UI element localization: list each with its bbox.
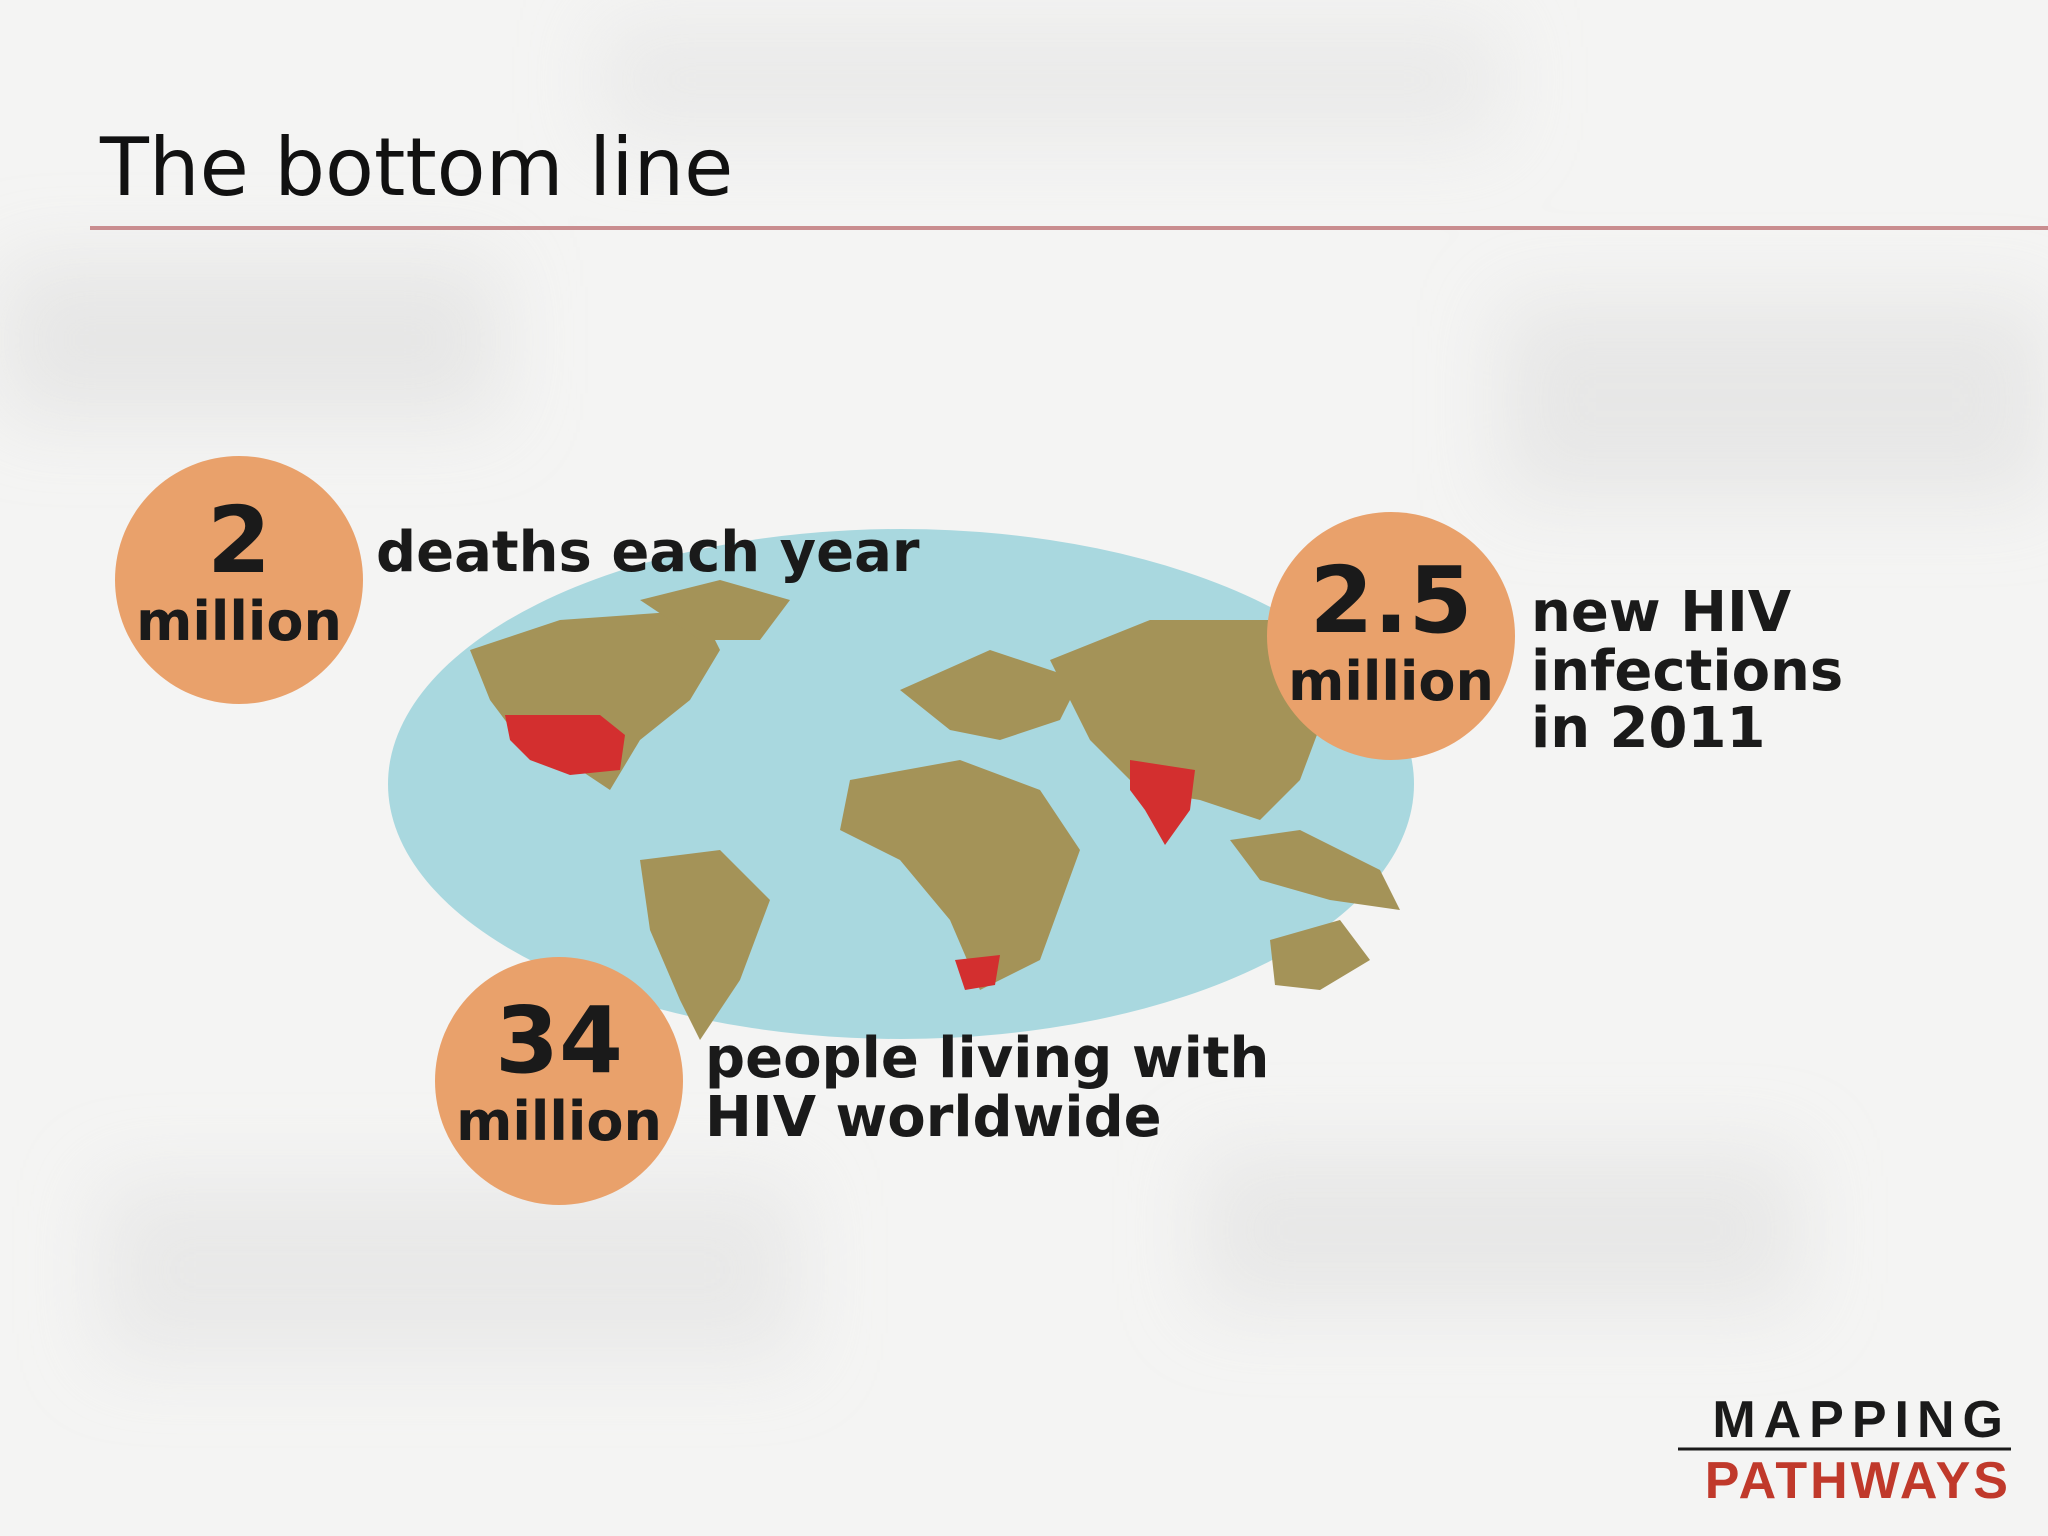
stat-text: people living with — [705, 1026, 1269, 1091]
stat-circle — [435, 957, 683, 1205]
stat-unit: million — [136, 590, 342, 653]
stat-deaths: 2 million deaths each year — [115, 456, 920, 704]
logo-line2: PATHWAYS — [1705, 1452, 2011, 1510]
stat-unit: million — [456, 1090, 662, 1153]
background-texture — [0, 20, 2048, 1360]
stat-number: 34 — [495, 987, 623, 1094]
stat-circle — [1267, 512, 1515, 760]
world-map — [388, 529, 1414, 1040]
stat-number: 2 — [207, 487, 271, 594]
stat-living: 34 million people living with HIV worldw… — [435, 957, 1269, 1205]
stat-circle — [115, 456, 363, 704]
logo-line1: MAPPING — [1712, 1391, 2011, 1449]
stat-number: 2.5 — [1310, 547, 1473, 654]
logo: MAPPING PATHWAYS — [1678, 1391, 2011, 1510]
stat-text: deaths each year — [376, 520, 920, 585]
stat-text: new HIV — [1531, 580, 1792, 645]
stat-text: HIV worldwide — [705, 1085, 1162, 1150]
stat-text: in 2011 — [1531, 696, 1765, 761]
stat-unit: million — [1288, 650, 1494, 713]
stat-text: infections — [1531, 639, 1843, 704]
slide-title: The bottom line — [99, 121, 733, 214]
stat-infections: 2.5 million new HIV infections in 2011 — [1267, 512, 1843, 761]
